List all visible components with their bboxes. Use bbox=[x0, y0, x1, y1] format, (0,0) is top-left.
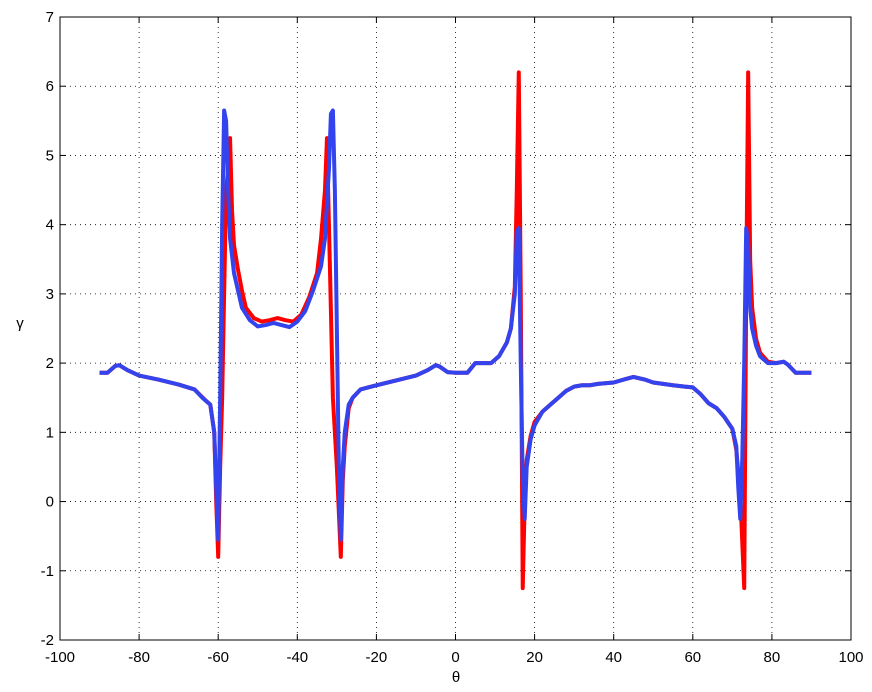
x-tick-label: 60 bbox=[684, 649, 701, 666]
x-tick-label: -100 bbox=[45, 649, 75, 666]
x-tick-label: 40 bbox=[605, 649, 622, 666]
x-tick-label: 0 bbox=[451, 649, 459, 666]
y-axis-label: γ bbox=[16, 315, 24, 332]
x-tick-label: -20 bbox=[366, 649, 388, 666]
x-axis-label: θ bbox=[452, 669, 460, 686]
y-tick-label: -1 bbox=[41, 563, 54, 580]
data-line bbox=[99, 108, 812, 542]
y-tick-label: 4 bbox=[46, 217, 54, 234]
x-tick-label: 20 bbox=[526, 649, 543, 666]
x-tick-label: -80 bbox=[128, 649, 150, 666]
x-tick-label: -40 bbox=[286, 649, 308, 666]
x-tick-label: 100 bbox=[838, 649, 863, 666]
y-tick-label: 1 bbox=[46, 424, 54, 441]
y-tick-label: 5 bbox=[46, 147, 54, 164]
y-tick-label: -2 bbox=[41, 632, 54, 649]
y-tick-label: 6 bbox=[46, 78, 54, 95]
x-tick-label: 80 bbox=[764, 649, 781, 666]
plot-frame bbox=[59, 16, 852, 641]
y-tick-label: 7 bbox=[46, 9, 54, 26]
y-tick-label: 0 bbox=[46, 494, 54, 511]
y-tick-label: 2 bbox=[46, 355, 54, 372]
x-tick-label: -60 bbox=[207, 649, 229, 666]
y-tick-label: 3 bbox=[46, 286, 54, 303]
